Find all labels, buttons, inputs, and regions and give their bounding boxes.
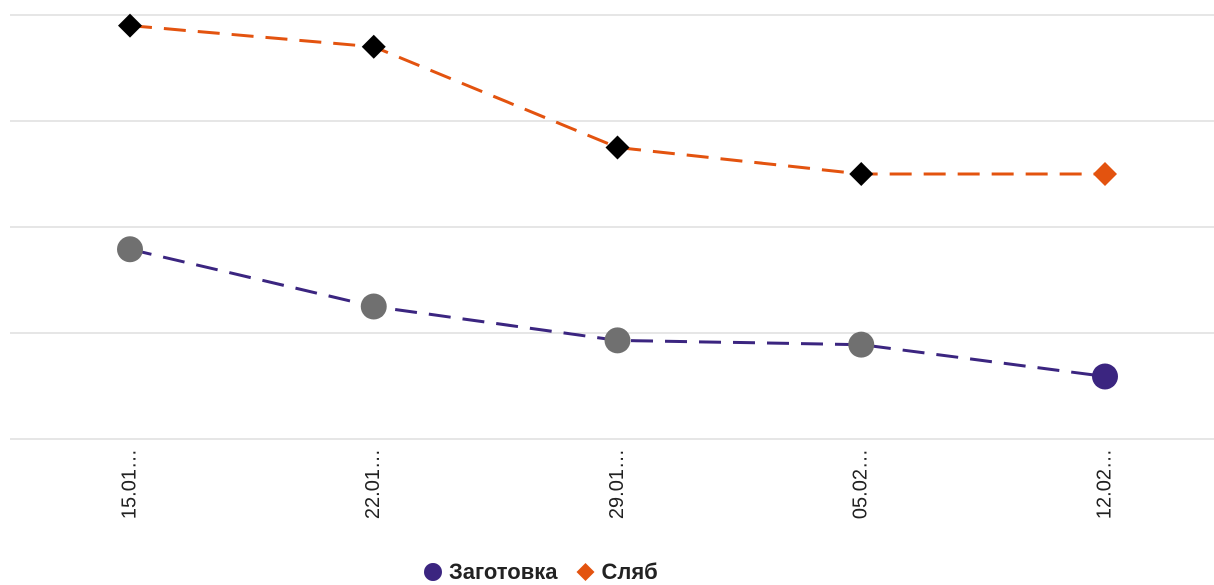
legend-label: Сляб: [601, 559, 657, 584]
series-line: [129, 247, 1106, 378]
legend-marker: [576, 563, 595, 581]
point: [1092, 363, 1118, 390]
point: [360, 293, 387, 320]
point: [604, 327, 631, 354]
legend-label: Заготовка: [449, 559, 558, 584]
point: [848, 331, 875, 358]
point: [361, 34, 386, 59]
x-tick-label: 15.01…: [118, 449, 140, 519]
legend-marker: [424, 563, 442, 581]
x-tick-label: 05.02…: [850, 449, 872, 519]
x-tick-label: 12.02…: [1093, 449, 1115, 519]
x-tick-label: 22.01…: [362, 449, 384, 519]
x-tick-label: 29.01…: [606, 449, 628, 519]
point: [117, 236, 143, 263]
point: [1093, 162, 1117, 186]
point: [605, 135, 630, 160]
point: [118, 13, 142, 38]
series-line: [129, 24, 1105, 176]
legend: Заготовка Сляб: [424, 559, 658, 584]
point: [849, 162, 874, 186]
